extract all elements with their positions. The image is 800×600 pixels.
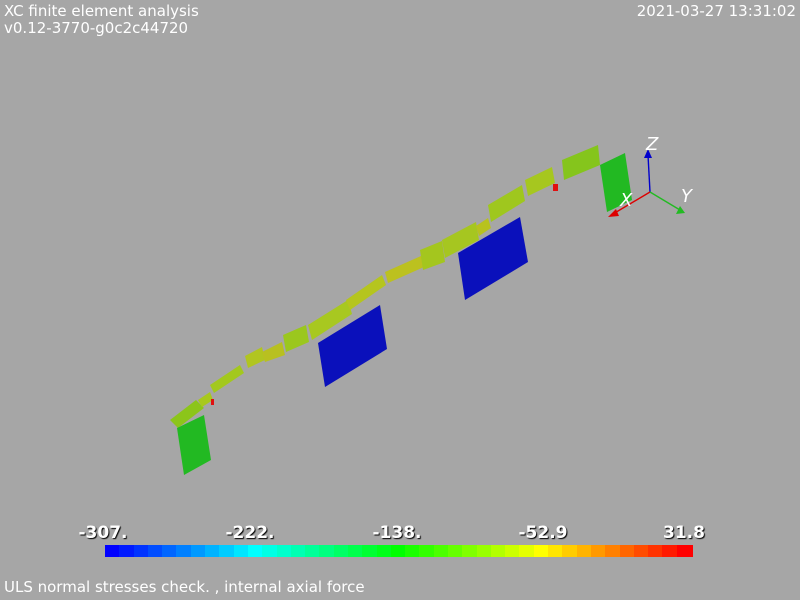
colorbar-cell	[533, 545, 550, 557]
colorbar-cell	[162, 545, 179, 557]
colorbar-cell	[448, 545, 465, 557]
colorbar-cell	[133, 545, 150, 557]
beam-element	[210, 365, 244, 393]
colorbar-tick: -222.	[225, 523, 275, 543]
beam-element	[262, 342, 285, 362]
colorbar-cell	[347, 545, 364, 557]
colorbar-cell	[462, 545, 479, 557]
colorbar-cell	[333, 545, 350, 557]
timestamp: 2021-03-27 13:31:02	[636, 2, 796, 20]
beam-element	[476, 218, 491, 236]
app-version: v0.12-3770-g0c2c44720	[4, 19, 189, 37]
colorbar-cell	[548, 545, 565, 557]
colorbar-cell	[105, 545, 121, 557]
colorbar-cell	[247, 545, 264, 557]
colorbar-cell	[205, 545, 222, 557]
colorbar-cell	[147, 545, 164, 557]
colorbar-cell	[605, 545, 622, 557]
panel-elements	[177, 153, 632, 475]
colorbar-cell	[405, 545, 422, 557]
colorbar-tick: 31.8	[663, 523, 705, 543]
colorbar-tick: -52.9	[518, 523, 568, 543]
beam-element	[308, 300, 352, 340]
beam-elements	[170, 145, 600, 428]
beam-element	[442, 222, 479, 258]
app-title: XC finite element analysis	[4, 2, 199, 20]
colorbar-cell	[305, 545, 322, 557]
panel-element	[458, 217, 528, 300]
panel-element	[177, 415, 211, 475]
colorbar-cell	[119, 545, 136, 557]
beam-element	[245, 347, 265, 368]
axes-triad: Z X Y	[608, 134, 694, 217]
colorbar-cell	[419, 545, 436, 557]
colorbar-cell	[376, 545, 393, 557]
colorbar-cell	[648, 545, 665, 557]
colorbar-cell	[633, 545, 650, 557]
colorbar	[105, 545, 693, 557]
colorbar-cell	[562, 545, 579, 557]
colorbar-cell	[276, 545, 293, 557]
z-axis-arrow-icon	[644, 149, 652, 158]
colorbar-cell	[176, 545, 193, 557]
colorbar-cell	[190, 545, 207, 557]
beam-element	[488, 185, 525, 222]
colorbar-cell	[619, 545, 636, 557]
beam-element	[170, 400, 204, 428]
beam-element	[385, 256, 424, 283]
colorbar-cell	[262, 545, 279, 557]
beam-element	[525, 167, 555, 196]
colorbar-cell	[519, 545, 536, 557]
colorbar-cell	[576, 545, 593, 557]
beam-element	[346, 275, 386, 310]
colorbar-cell	[490, 545, 507, 557]
y-axis-arrow-icon	[676, 206, 685, 214]
colorbar-cell	[219, 545, 236, 557]
colorbar-cell	[290, 545, 307, 557]
colorbar-cell	[362, 545, 379, 557]
colorbar-cell	[476, 545, 493, 557]
footer-caption: ULS normal stresses check. , internal ax…	[4, 578, 365, 596]
x-axis-label: X	[619, 190, 633, 211]
y-axis-label: Y	[681, 186, 694, 207]
colorbar-cell	[433, 545, 450, 557]
colorbar-cell	[505, 545, 522, 557]
node-marker	[553, 184, 558, 191]
panel-element	[318, 305, 387, 387]
colorbar-cell	[590, 545, 607, 557]
panel-element	[600, 153, 632, 212]
colorbar-cell	[390, 545, 407, 557]
colorbar-cell	[662, 545, 679, 557]
node-marker	[211, 399, 214, 405]
colorbar-tick: -307.	[78, 523, 128, 543]
fe-model-viewport[interactable]: Z X Y	[0, 0, 800, 520]
beam-element	[198, 392, 213, 407]
x-axis-arrow-icon	[608, 209, 619, 217]
node-markers	[211, 184, 558, 405]
colorbar-tick: -138.	[372, 523, 422, 543]
beam-element	[562, 145, 600, 180]
colorbar-cell	[233, 545, 250, 557]
z-axis-label: Z	[645, 134, 659, 155]
colorbar-cell	[319, 545, 336, 557]
colorbar-cell	[676, 545, 693, 557]
beam-element	[283, 325, 309, 352]
beam-element	[420, 241, 445, 270]
